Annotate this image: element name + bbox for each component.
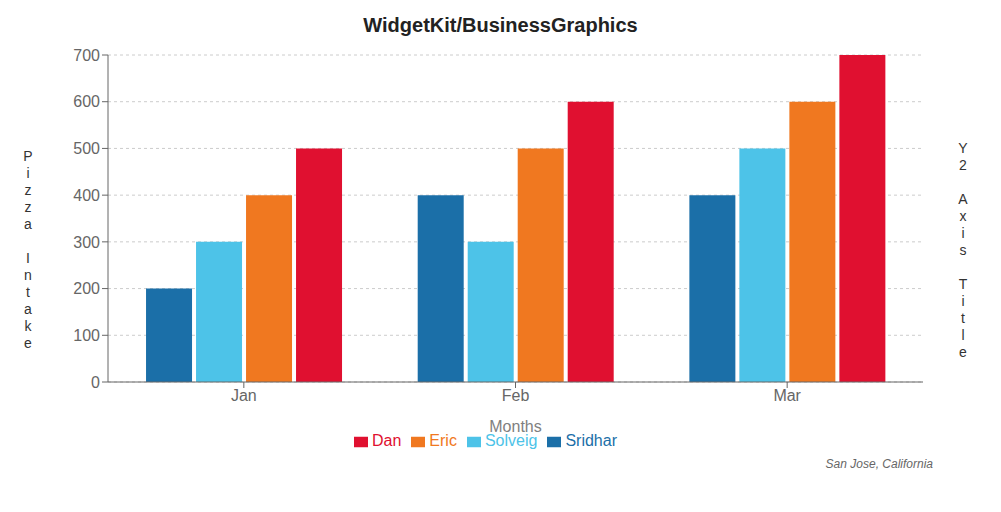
svg-text:Jan: Jan bbox=[231, 387, 257, 404]
html-text:2: 2 bbox=[959, 156, 967, 173]
html-text:Solveig: Solveig bbox=[484, 432, 538, 449]
svg-text:500: 500 bbox=[73, 140, 100, 157]
html-text:x: x bbox=[959, 207, 967, 224]
html-text:k: k bbox=[24, 318, 32, 334]
html-text:T: T bbox=[958, 275, 968, 292]
html-text:a: a bbox=[24, 216, 32, 232]
html-text:A: A bbox=[958, 190, 968, 207]
svg-text:Feb: Feb bbox=[502, 387, 530, 404]
html-text:t: t bbox=[26, 284, 30, 300]
svg-text:400: 400 bbox=[73, 187, 100, 204]
html-text:i: i bbox=[961, 292, 965, 309]
svg-text:Mar: Mar bbox=[773, 387, 801, 404]
html-text:I: I bbox=[26, 250, 30, 266]
svg-text:100: 100 bbox=[73, 327, 100, 344]
html-text:l: l bbox=[961, 326, 965, 343]
html-text:Dan: Dan bbox=[372, 432, 402, 449]
svg-text:200: 200 bbox=[73, 280, 100, 297]
html-text:e: e bbox=[959, 343, 967, 360]
html-text:Y: Y bbox=[958, 139, 968, 156]
svg-text:Months: Months bbox=[489, 418, 541, 435]
svg-text:0: 0 bbox=[91, 374, 100, 391]
html-text:n: n bbox=[24, 267, 32, 283]
html-text:P: P bbox=[23, 148, 33, 164]
html-text:e: e bbox=[24, 335, 32, 351]
html-text:San Jose, California: San Jose, California bbox=[825, 457, 933, 471]
html-text:i: i bbox=[961, 224, 965, 241]
html-text:z: z bbox=[24, 182, 32, 198]
html-text:WidgetKit/BusinessGraphics: WidgetKit/BusinessGraphics bbox=[363, 14, 638, 36]
html-text:s: s bbox=[959, 241, 967, 258]
html-text:i: i bbox=[26, 165, 30, 181]
html-text:z: z bbox=[24, 199, 32, 215]
html-text:t: t bbox=[961, 309, 965, 326]
svg-text:600: 600 bbox=[73, 93, 100, 110]
svg-text:300: 300 bbox=[73, 234, 100, 251]
html-text:a: a bbox=[24, 301, 32, 317]
html-text:Eric: Eric bbox=[429, 432, 457, 449]
svg-text:700: 700 bbox=[73, 47, 100, 64]
html-text:Sridhar: Sridhar bbox=[565, 432, 617, 449]
